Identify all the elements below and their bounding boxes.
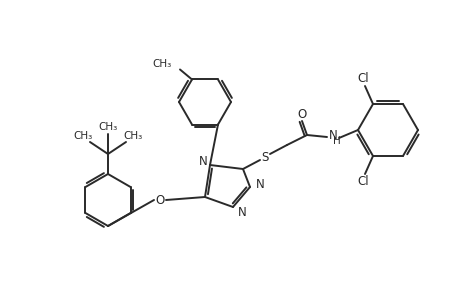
Text: CH₃: CH₃: [123, 131, 142, 141]
Text: S: S: [261, 151, 268, 164]
Text: N: N: [256, 178, 264, 191]
Text: CH₃: CH₃: [152, 59, 172, 70]
Text: H: H: [332, 136, 340, 146]
Text: Cl: Cl: [356, 71, 368, 85]
Text: CH₃: CH₃: [73, 131, 92, 141]
Text: Cl: Cl: [356, 176, 368, 188]
Text: N: N: [237, 206, 246, 218]
Text: N: N: [328, 128, 336, 142]
Text: O: O: [297, 107, 306, 121]
Text: N: N: [198, 154, 207, 167]
Text: O: O: [155, 194, 164, 206]
Text: CH₃: CH₃: [98, 122, 118, 132]
